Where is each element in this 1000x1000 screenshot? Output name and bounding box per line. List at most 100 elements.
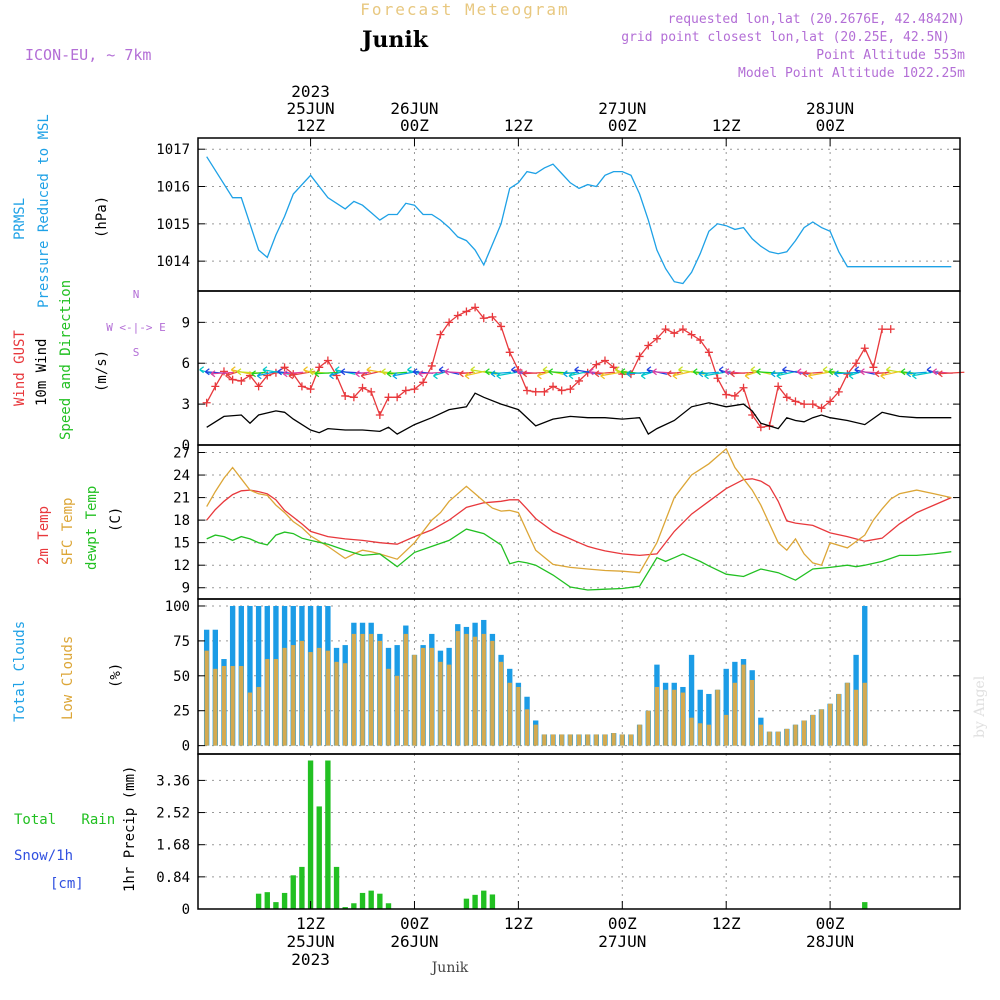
bar: [446, 664, 452, 746]
bar: [524, 709, 530, 746]
gust-marker: [869, 363, 878, 372]
temp-panel-labels: 2m Temp SFC Temp dewpt Temp (C): [36, 486, 124, 570]
compass-north: N: [133, 288, 140, 301]
time-label-top: 00Z: [608, 116, 637, 135]
bar: [290, 875, 296, 909]
gridpoint-coords: grid point closest lon,lat (20.25E, 42.5…: [621, 30, 950, 45]
bar: [256, 686, 261, 746]
gust-marker: [644, 341, 653, 350]
bar: [334, 661, 339, 746]
bar: [307, 760, 314, 909]
bar: [490, 640, 495, 746]
bar: [316, 806, 322, 909]
cloud-unit-label: (%): [108, 663, 124, 688]
gust-marker: [886, 325, 895, 334]
bar: [420, 647, 426, 746]
wind-arrow: [418, 370, 445, 378]
gust-marker: [782, 393, 791, 402]
y-tick-label: 50: [173, 669, 190, 685]
bar: [273, 902, 279, 909]
gust-marker: [471, 303, 480, 312]
bar: [801, 720, 807, 746]
time-label-bottom: 26JUN: [390, 932, 438, 951]
wind-arrow: [314, 370, 341, 378]
bar: [836, 693, 841, 746]
requested-coords: requested lon,lat (20.2676E, 42.4842N): [668, 12, 965, 27]
gust-marker: [297, 382, 306, 391]
y-tick-label: 9: [182, 315, 190, 331]
bar: [299, 866, 305, 909]
y-tick-label: 1015: [156, 217, 190, 233]
bar: [281, 892, 288, 909]
bar: [204, 650, 209, 746]
bar: [351, 903, 357, 909]
y-tick-label: 18: [173, 513, 190, 529]
y-tick-label: 1016: [156, 180, 190, 196]
bar: [853, 689, 859, 746]
gust-marker: [280, 363, 289, 372]
bar: [680, 692, 686, 746]
bar: [385, 903, 392, 909]
y-tick-label: 25: [173, 704, 190, 720]
y-tick-label: 3: [182, 397, 190, 413]
gust-marker: [341, 391, 350, 400]
panel-frame: [197, 444, 961, 600]
gust-marker: [575, 376, 583, 385]
gust-marker: [531, 387, 540, 396]
y-tick-label: 100: [165, 599, 190, 615]
bar: [819, 709, 824, 746]
gust-marker: [592, 360, 601, 369]
time-label-top: 27JUN: [598, 99, 646, 118]
pressure-panel-labels: PRMSL Pressure Reduced to MSL (hPa): [12, 114, 110, 308]
wind10-label: 10m Wind: [34, 339, 50, 406]
location-title: Junik: [360, 27, 429, 53]
bar: [602, 734, 608, 746]
total-clouds-label: Total Clouds: [12, 621, 28, 722]
wind-arrow: [730, 370, 757, 378]
bar: [689, 717, 694, 746]
bar: [308, 652, 313, 746]
bar: [758, 724, 763, 746]
series-line: [206, 392, 952, 436]
bar: [706, 724, 712, 746]
bar: [559, 734, 564, 746]
precip-axis-label: 1hr Precip (mm): [122, 766, 138, 892]
bar: [359, 892, 366, 909]
gust-marker: [843, 370, 852, 379]
bar: [576, 734, 582, 746]
bar: [611, 733, 616, 746]
temp2m-label: 2m Temp: [36, 506, 52, 565]
gust-marker: [211, 382, 220, 391]
bar: [360, 633, 365, 746]
y-tick-label: 0.84: [156, 870, 190, 886]
bar: [542, 734, 547, 746]
bar: [784, 728, 789, 746]
bar: [255, 893, 262, 909]
data-layer: [199, 156, 965, 909]
time-label-top: 2023: [291, 82, 330, 101]
bar: [377, 640, 382, 746]
bar: [750, 679, 755, 746]
time-label-bottom: 00Z: [400, 914, 429, 933]
gust-marker: [670, 329, 679, 338]
wind-arrow: [626, 370, 653, 378]
y-tick-label: 6: [182, 356, 190, 372]
bar: [438, 661, 443, 746]
bar: [628, 734, 634, 746]
time-label-top: 00Z: [816, 116, 845, 135]
low-clouds-label: Low Clouds: [60, 636, 76, 720]
time-label-bottom: 12Z: [296, 914, 325, 933]
series-line: [206, 306, 891, 429]
bar: [368, 890, 374, 909]
bar: [741, 664, 746, 746]
gust-marker: [609, 363, 618, 372]
wind-arrow: [251, 370, 266, 378]
gust-marker: [860, 344, 869, 353]
time-label-bottom: 28JUN: [806, 932, 854, 951]
bar: [221, 666, 227, 746]
gust-marker: [739, 383, 748, 392]
wind-arrow: [906, 370, 927, 378]
time-label-top: 00Z: [400, 116, 429, 135]
bar: [247, 692, 253, 746]
y-tick-label: 21: [173, 491, 190, 507]
